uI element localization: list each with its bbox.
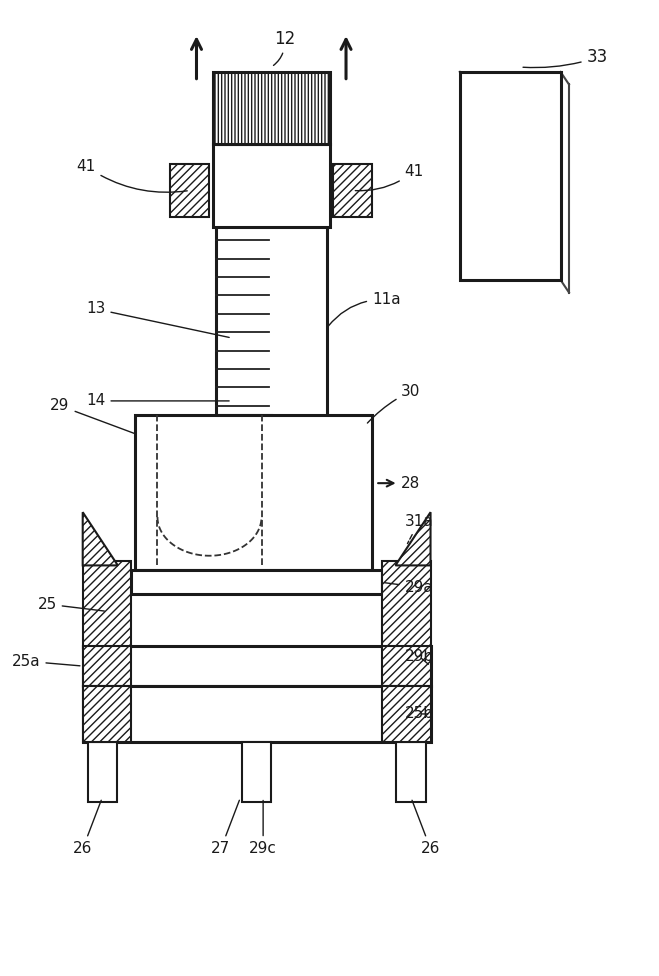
Text: 13: 13 bbox=[86, 302, 229, 338]
Bar bbox=[132, 570, 382, 594]
Bar bbox=[88, 742, 117, 802]
Text: 30: 30 bbox=[368, 384, 420, 423]
Text: 29b: 29b bbox=[405, 649, 434, 665]
Bar bbox=[83, 560, 132, 648]
Text: 28: 28 bbox=[378, 475, 420, 491]
Text: 26: 26 bbox=[73, 800, 101, 856]
Polygon shape bbox=[395, 512, 430, 565]
Bar bbox=[397, 742, 426, 802]
Bar bbox=[83, 686, 430, 742]
Bar bbox=[333, 164, 372, 217]
Bar bbox=[242, 742, 272, 802]
Text: 31a: 31a bbox=[405, 514, 433, 544]
Bar bbox=[83, 646, 430, 686]
Bar bbox=[382, 686, 430, 742]
Text: 27: 27 bbox=[212, 800, 239, 856]
Bar bbox=[213, 72, 330, 144]
Text: 41: 41 bbox=[76, 159, 187, 192]
Bar bbox=[382, 646, 430, 686]
Text: 25: 25 bbox=[38, 596, 104, 612]
Text: 25a: 25a bbox=[12, 654, 80, 669]
Text: 29: 29 bbox=[50, 398, 135, 433]
Text: 29a: 29a bbox=[385, 580, 433, 594]
Bar bbox=[382, 560, 430, 648]
Text: 26: 26 bbox=[412, 800, 440, 856]
Text: 12: 12 bbox=[273, 29, 295, 65]
Text: 29c: 29c bbox=[249, 800, 277, 856]
Text: 14: 14 bbox=[86, 393, 229, 408]
Polygon shape bbox=[83, 512, 118, 565]
Text: 25b: 25b bbox=[405, 707, 434, 721]
Text: 11a: 11a bbox=[328, 292, 401, 326]
Text: 41: 41 bbox=[355, 164, 424, 190]
Bar bbox=[83, 646, 132, 686]
Bar bbox=[83, 686, 132, 742]
Text: 33: 33 bbox=[523, 49, 608, 67]
Bar bbox=[171, 164, 210, 217]
Bar bbox=[134, 416, 372, 570]
Bar bbox=[460, 72, 561, 280]
Bar bbox=[213, 144, 330, 226]
